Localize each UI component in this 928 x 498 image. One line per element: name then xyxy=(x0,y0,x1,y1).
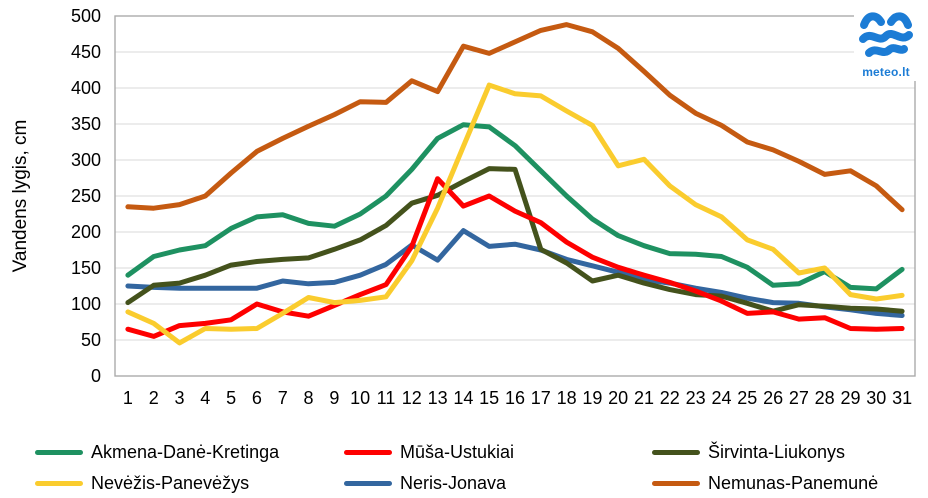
y-tick-label: 250 xyxy=(71,186,101,206)
legend-label: Neris-Jonava xyxy=(400,472,507,493)
x-tick-label: 20 xyxy=(608,388,628,408)
x-tick-label: 9 xyxy=(329,388,339,408)
legend-swatch xyxy=(344,480,392,486)
x-tick-label: 26 xyxy=(763,388,783,408)
legend-item-nevezis-panevezys: Nevėžis-Panevėžys xyxy=(35,470,344,496)
legend-item-nemunas-panemune: Nemunas-Panemunė xyxy=(652,470,928,496)
plot-border xyxy=(114,15,916,377)
x-tick-label: 6 xyxy=(252,388,262,408)
chart-legend: Akmena-Danė-Kretinga Mūša-Ustukiai Širvi… xyxy=(0,430,928,498)
x-tick-label: 13 xyxy=(428,388,448,408)
series-line-1 xyxy=(125,176,905,339)
x-tick-label: 7 xyxy=(278,388,288,408)
legend-label: Mūša-Ustukiai xyxy=(400,441,515,462)
series-line-4 xyxy=(125,228,905,318)
y-tick-label: 350 xyxy=(71,114,101,134)
x-tick-label: 1 xyxy=(123,388,133,408)
legend-swatch xyxy=(652,480,700,486)
meteo-logo: meteo.lt xyxy=(854,8,918,81)
y-tick-label: 500 xyxy=(71,6,101,26)
y-tick-label: 50 xyxy=(81,330,101,350)
x-tick-label: 10 xyxy=(350,388,370,408)
y-tick-label: 150 xyxy=(71,258,101,278)
y-tick-label: 100 xyxy=(71,294,101,314)
x-tick-label: 5 xyxy=(226,388,236,408)
legend-label: Akmena-Danė-Kretinga xyxy=(91,441,280,462)
x-tick-label: 11 xyxy=(377,388,396,408)
x-tick-label: 12 xyxy=(402,388,422,408)
x-tick-label: 14 xyxy=(453,388,473,408)
meteo-waves-icon xyxy=(859,12,913,57)
series-line-0 xyxy=(125,122,905,292)
series-line-3 xyxy=(125,82,905,346)
x-tick-label: 18 xyxy=(557,388,577,408)
x-tick-label: 28 xyxy=(815,388,835,408)
y-tick-label: 200 xyxy=(71,222,101,242)
x-tick-label: 4 xyxy=(200,388,210,408)
y-tick-label: 0 xyxy=(91,366,101,386)
legend-label: Širvinta-Liukonys xyxy=(708,441,846,462)
y-axis-title: Vandens lygis, cm xyxy=(10,120,31,273)
x-tick-label: 21 xyxy=(634,388,654,408)
x-tick-label: 17 xyxy=(531,388,551,408)
meteo-logo-text: meteo.lt xyxy=(862,65,910,79)
x-tick-label: 25 xyxy=(737,388,757,408)
x-tick-label: 15 xyxy=(479,388,499,408)
legend-swatch xyxy=(35,449,83,455)
x-tick-label: 8 xyxy=(303,388,313,408)
x-tick-label: 23 xyxy=(686,388,706,408)
x-tick-label: 19 xyxy=(582,388,602,408)
x-tick-label: 30 xyxy=(866,388,886,408)
x-tick-label: 31 xyxy=(892,388,912,408)
legend-swatch xyxy=(652,449,700,455)
x-tick-label: 24 xyxy=(711,388,731,408)
legend-swatch xyxy=(35,480,83,486)
x-tick-label: 16 xyxy=(505,388,525,408)
y-tick-label: 450 xyxy=(71,42,101,62)
series-line-5 xyxy=(125,22,905,213)
legend-swatch xyxy=(344,449,392,455)
x-tick-label: 3 xyxy=(174,388,184,408)
x-tick-label: 27 xyxy=(789,388,809,408)
legend-item-akmena-dane-kretinga: Akmena-Danė-Kretinga xyxy=(35,439,344,465)
legend-item-musa-ustukiai: Mūša-Ustukiai xyxy=(344,439,652,465)
x-tick-label: 2 xyxy=(149,388,159,408)
legend-label: Nemunas-Panemunė xyxy=(708,472,879,493)
x-tick-label: 22 xyxy=(660,388,680,408)
legend-item-sirvinta-liukonys: Širvinta-Liukonys xyxy=(652,439,928,465)
legend-item-neris-jonava: Neris-Jonava xyxy=(344,470,652,496)
legend-label: Nevėžis-Panevėžys xyxy=(91,472,250,493)
y-tick-label: 400 xyxy=(71,78,101,98)
y-tick-label: 300 xyxy=(71,150,101,170)
x-tick-label: 29 xyxy=(840,388,860,408)
